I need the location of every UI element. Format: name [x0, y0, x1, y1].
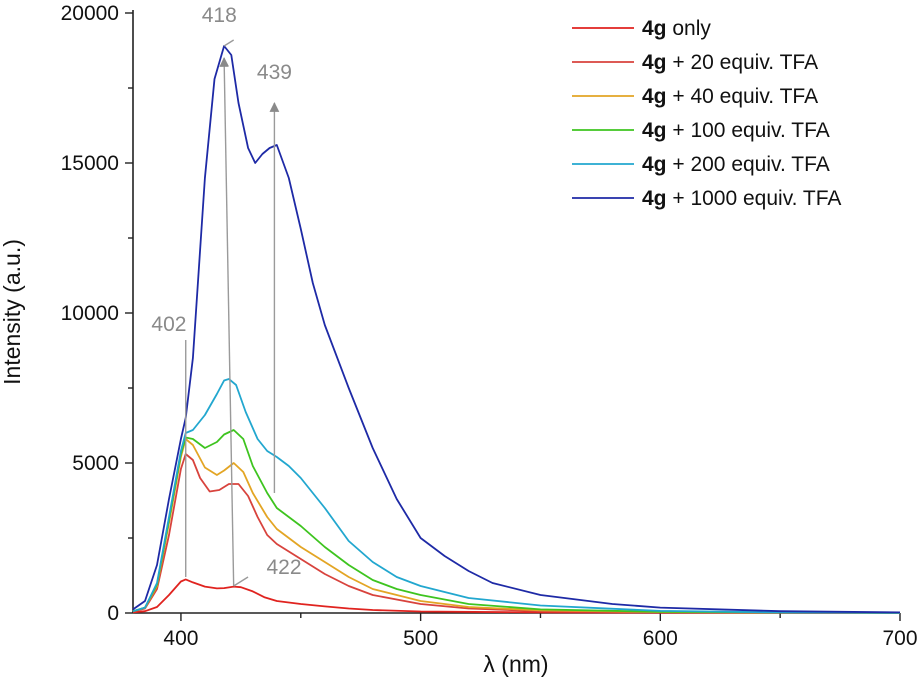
annotation-418: 418 [202, 4, 237, 27]
y-tick-label: 0 [107, 602, 119, 625]
legend-label-2: 4g + 40 equiv. TFA [642, 85, 818, 108]
y-tick-label: 10000 [61, 302, 119, 325]
legend-label-3: 4g + 100 equiv. TFA [642, 119, 830, 142]
tick-labels: 400 500 600 700 0 5000 10000 15000 20000 [61, 2, 918, 650]
series-line-0 [132, 578, 901, 614]
series-line-1 [132, 453, 901, 614]
y-axis-title: Intensity (a.u.) [0, 239, 25, 385]
x-tick-label: 700 [882, 627, 917, 650]
legend-label-0: 4g only [642, 17, 711, 40]
leader-line-422 [233, 576, 249, 587]
series-line-3 [132, 429, 901, 614]
leader-line-418 [223, 39, 235, 47]
legend-label-4: 4g + 200 equiv. TFA [642, 153, 830, 176]
x-axis-title: λ (nm) [483, 651, 548, 677]
series-line-2 [132, 438, 901, 614]
legend-label-1: 4g + 20 equiv. TFA [642, 51, 818, 74]
annotations: 418 439 402 422 [151, 4, 302, 587]
ticks [125, 12, 901, 621]
x-tick-label: 500 [403, 627, 438, 650]
annotation-402: 402 [151, 313, 186, 336]
legend-label-5: 4g + 1000 equiv. TFA [642, 187, 841, 210]
series-group [132, 45, 901, 614]
series-line-5 [132, 45, 901, 614]
legend: 4g only 4g + 20 equiv. TFA 4g + 40 equiv. … [572, 17, 841, 210]
x-tick-label: 400 [163, 627, 198, 650]
y-tick-label: 20000 [61, 2, 119, 25]
y-tick-label: 5000 [72, 452, 119, 475]
trend-arrow [219, 57, 235, 587]
series-line-4 [132, 378, 901, 614]
y-tick-label: 15000 [61, 152, 119, 175]
annotation-422: 422 [266, 556, 301, 579]
annotation-439: 439 [257, 61, 292, 84]
x-tick-label: 600 [643, 627, 678, 650]
